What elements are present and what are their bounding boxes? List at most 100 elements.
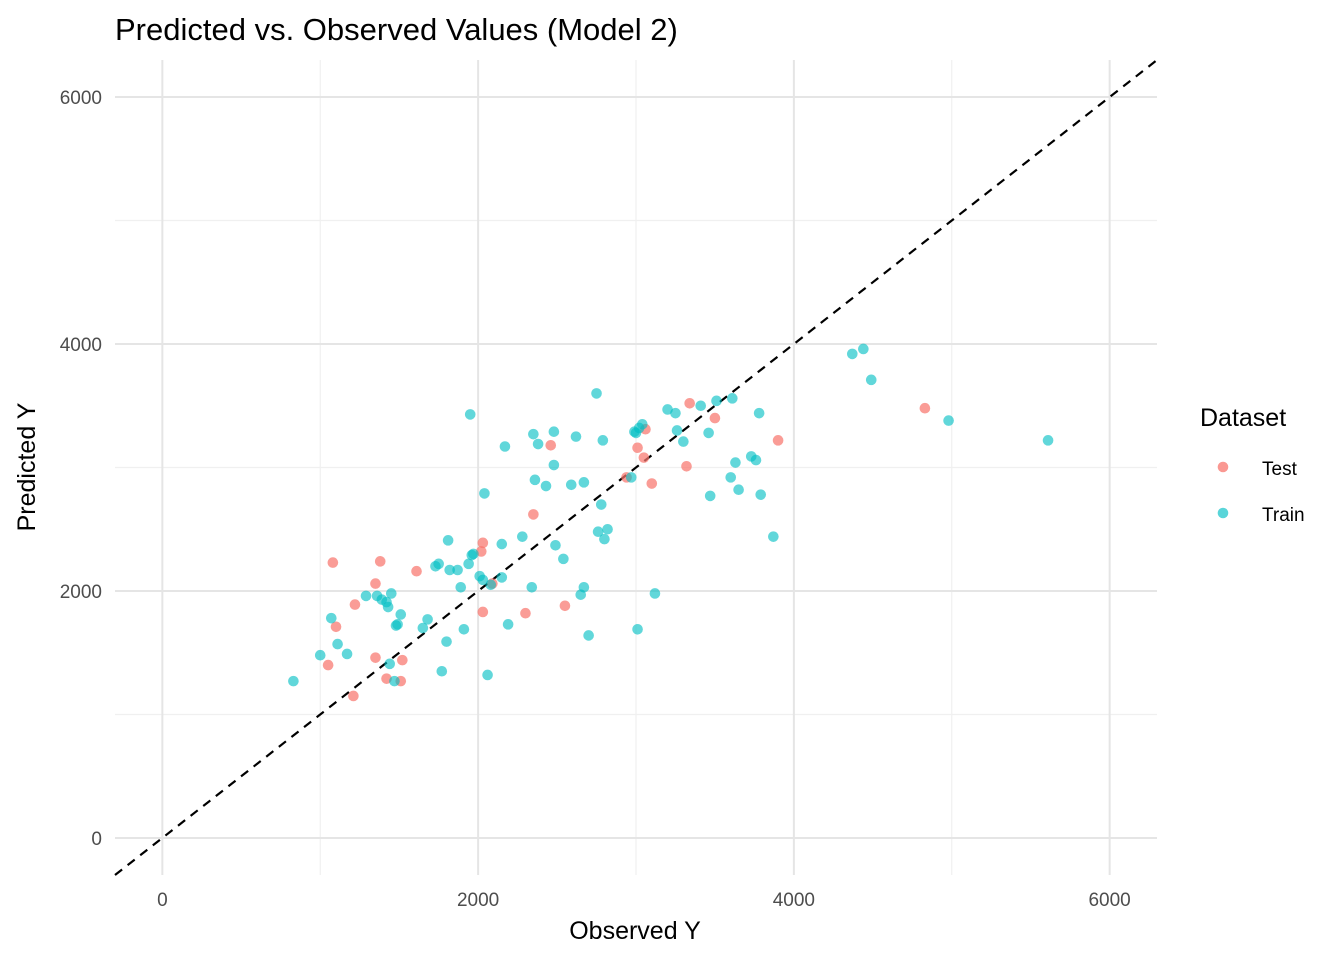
data-points [288,343,1054,702]
point-train [384,658,396,670]
point-test [638,452,650,463]
chart-title: Predicted vs. Observed Values (Model 2) [115,12,678,47]
reference-line-y-equals-x [114,59,1158,876]
point-train [468,548,479,560]
point-train [592,526,604,538]
point-train [341,648,353,660]
x-axis-title: Observed Y [569,917,701,945]
y-tick-label: 0 [91,829,102,850]
point-train [583,630,594,641]
point-train [526,581,538,593]
point-train [433,558,444,570]
legend-label-train: Train [1262,505,1305,526]
point-train [597,435,609,446]
point-train [733,484,744,496]
point-train [570,431,582,442]
point-train [417,622,429,634]
point-train [858,343,869,355]
point-train [392,619,403,630]
x-tick-label: 0 [157,890,168,911]
point-train [637,418,648,430]
legend: Dataset Test Train [1200,404,1305,526]
x-tick-label: 4000 [773,890,815,911]
point-test [349,599,361,610]
y-tick-label: 6000 [60,88,102,109]
point-test [528,509,539,520]
point-test [348,690,359,702]
point-train [730,457,741,468]
point-train [436,665,448,677]
point-train [753,407,765,419]
y-axis-title: Predicted Y [13,402,41,531]
point-train [695,400,707,412]
point-train [649,588,661,599]
y-tick-label: 4000 [60,335,102,356]
point-train [846,348,858,360]
point-train [532,438,544,450]
point-train [865,374,877,386]
point-train [578,477,590,488]
point-train [578,581,590,593]
x-axis-ticks: 0 2000 4000 6000 [157,890,1131,911]
x-tick-label: 2000 [457,890,499,911]
point-train [727,393,738,404]
point-train [477,574,489,586]
x-tick-label: 6000 [1088,890,1130,911]
point-train [670,407,681,419]
point-train [528,428,539,440]
point-test [709,412,721,424]
point-train [548,426,560,437]
point-train [288,675,299,687]
point-train [496,572,508,583]
point-train [444,564,456,576]
point-test [477,606,489,618]
point-train [452,564,463,576]
y-tick-label: 2000 [60,582,102,603]
point-train [678,436,689,447]
point-test [684,397,695,409]
point-test [632,442,643,454]
point-train [502,619,514,630]
point-train [482,669,493,681]
point-train [517,531,528,542]
point-train [325,612,337,624]
point-train [499,441,511,452]
point-train [1042,435,1054,446]
point-train [442,535,454,546]
point-train [389,675,400,687]
point-test [646,478,658,489]
point-train [671,425,683,436]
point-train [529,474,541,486]
point-train [599,533,610,545]
point-train [750,454,762,466]
point-test [559,600,571,612]
point-train [632,623,643,635]
point-train [479,488,490,499]
point-train [441,636,452,647]
point-test [681,460,692,472]
y-axis-ticks: 0 2000 4000 6000 [60,88,102,850]
point-test [374,556,386,567]
point-train [602,523,613,535]
point-test [397,654,408,666]
point-train [565,479,577,491]
point-train [314,649,326,661]
point-train [385,588,397,599]
point-train [558,553,569,565]
point-test [545,439,557,451]
point-train [548,459,560,471]
point-train [725,472,737,483]
point-train [703,427,714,439]
point-train [332,638,343,650]
legend-key-test [1217,461,1229,473]
point-train [360,590,372,602]
point-test [330,621,342,633]
point-test [772,435,784,446]
point-train [485,579,497,591]
point-test [327,557,339,568]
point-train [382,601,394,613]
point-test [477,537,489,549]
point-train [463,558,474,570]
point-test [411,565,422,577]
